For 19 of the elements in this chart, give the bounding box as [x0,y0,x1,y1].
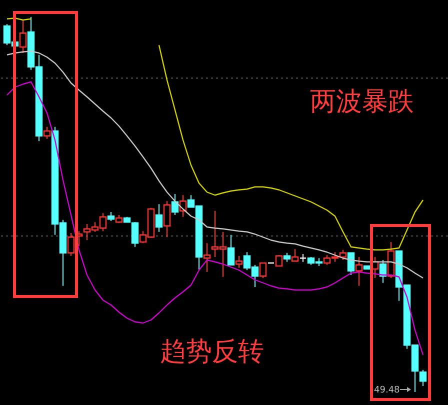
candlestick [227,234,235,266]
annotation: 49.48 [374,386,400,396]
candlestick [203,242,211,272]
candlestick [291,248,299,262]
annotation: 趋势反转 [160,337,264,367]
candlestick [155,204,163,232]
candlestick [259,262,267,278]
candlestick [163,200,171,238]
annotation: 两波暴跌 [310,87,414,117]
candlestick [235,255,243,268]
candlestick [355,256,363,286]
candlestick [419,369,427,386]
candlestick [67,232,75,256]
candlestick [171,194,179,216]
candlestick [19,20,27,54]
candlestick [131,222,139,248]
candlestick [43,126,51,140]
candlestick [347,252,355,276]
candlestick [275,254,283,267]
